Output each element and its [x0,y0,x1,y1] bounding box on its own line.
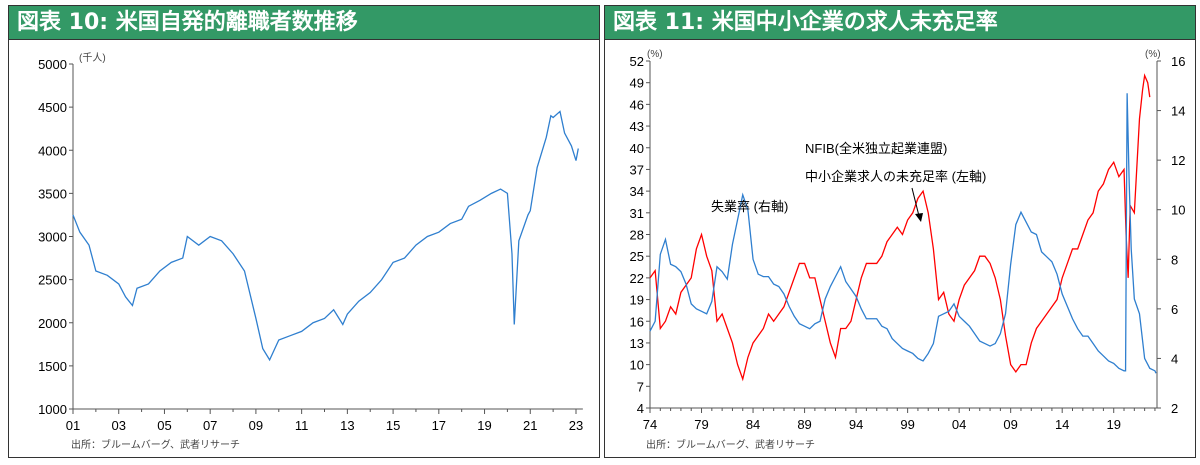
y-tick-label-left: 13 [630,336,644,351]
panel-nfib: 図表 11: 米国中小企業の求人未充足率 4 7 10 13 16 19 22 25 28 31 3… [604,5,1196,458]
y-tick-label-left: 4 [637,401,644,416]
y-tick-label-left: 31 [630,206,644,221]
y-tick-label-left: 19 [630,293,644,308]
x-tick-label: 79 [694,417,708,432]
y-tick-label: 2000 [38,316,67,331]
quits-chart: 1000 1500 2000 2500 3000 3500 4000 4500 5000 01 03… [38,52,583,451]
x-tick-label: 03 [111,418,125,433]
source-note: 出所：ブルームバーグ、武者リサーチ [71,438,240,451]
y-tick-label-left: 22 [630,271,644,286]
y-tick-label-left: 16 [630,314,644,329]
x-tick-label: 94 [849,417,863,432]
y-tick-label-right: 4 [1171,351,1178,366]
y-tick-label-right: 8 [1171,252,1178,267]
series-line-nfib [649,73,1151,382]
x-tick-label: 05 [157,418,171,433]
y-tick-label: 2500 [38,273,67,288]
y-tick-label-right: 12 [1171,153,1185,168]
panel-quits: 図表 10: 米国自発的離職者数推移 1000 1500 2000 2500 3000 3… [8,5,600,458]
x-tick-label: 19 [1106,417,1120,432]
y-tick-label-right: 2 [1171,401,1178,416]
y-tick-label-right: 6 [1171,302,1178,317]
y-tick-label-left: 52 [630,54,644,69]
chart-title: 図表 10: 米国自発的離職者数推移 [9,6,599,40]
y-tick-label-left: 10 [630,358,644,373]
y-tick-label: 5000 [38,57,67,72]
x-tick-label: 21 [523,418,537,433]
x-tick-label: 15 [386,418,400,433]
y-tick-label: 4000 [38,143,67,158]
y-axis-unit: (千人) [79,52,106,64]
y-tick-label-left: 40 [630,141,644,156]
y-tick-label: 3500 [38,186,67,201]
x-tick-label: 23 [569,418,583,433]
y-tick-label-left: 49 [630,76,644,91]
y-tick-label-right: 14 [1171,104,1185,119]
y-tick-label-left: 37 [630,162,644,177]
x-tick-label: 84 [746,417,760,432]
y-axis-unit-right: (%) [1145,49,1161,60]
x-tick-label: 74 [643,417,657,432]
x-tick-label: 99 [900,417,914,432]
nfib-chart: 4710131619222528313437404346495224681012… [630,49,1186,451]
series-line-quits [72,110,579,362]
y-tick-label: 3000 [38,230,67,245]
y-tick-label: 1500 [38,359,67,374]
chart-title: 図表 11: 米国中小企業の求人未充足率 [605,6,1195,40]
y-tick-label-left: 46 [630,97,644,112]
x-tick-label: 14 [1055,417,1069,432]
annotation-arrow [911,187,920,217]
x-tick-label: 09 [249,418,263,433]
x-tick-label: 13 [340,418,354,433]
x-tick-label: 11 [295,418,309,433]
x-tick-label: 17 [432,418,446,433]
y-tick-label-left: 7 [637,379,644,394]
x-tick-label: 01 [66,418,80,433]
annotation-nfib-line2: 中小企業求人の未充足率 (左軸) [805,169,986,184]
series-line-unemployment [649,93,1157,374]
x-tick-label: 09 [1003,417,1017,432]
y-tick-label-left: 34 [630,184,644,199]
x-tick-label: 07 [203,418,217,433]
annotation-nfib-line1: NFIB(全米独立起業連盟) [805,141,947,156]
y-tick-label: 4500 [38,100,67,115]
y-tick-label-left: 25 [630,249,644,264]
y-tick-label-right: 16 [1171,54,1185,69]
y-axis-unit-left: (%) [647,49,663,60]
arrowhead-icon [915,213,923,222]
source-note: 出所：ブルームバーグ、武者リサーチ [646,438,815,451]
x-tick-label: 19 [477,418,491,433]
y-tick-label-right: 10 [1171,203,1185,218]
y-tick-label: 1000 [38,402,67,417]
x-tick-label: 04 [952,417,966,432]
x-tick-label: 89 [797,417,811,432]
y-tick-label-left: 28 [630,228,644,243]
annotation-unemployment: 失業率 (右軸) [711,199,788,214]
y-tick-label-left: 43 [630,119,644,134]
